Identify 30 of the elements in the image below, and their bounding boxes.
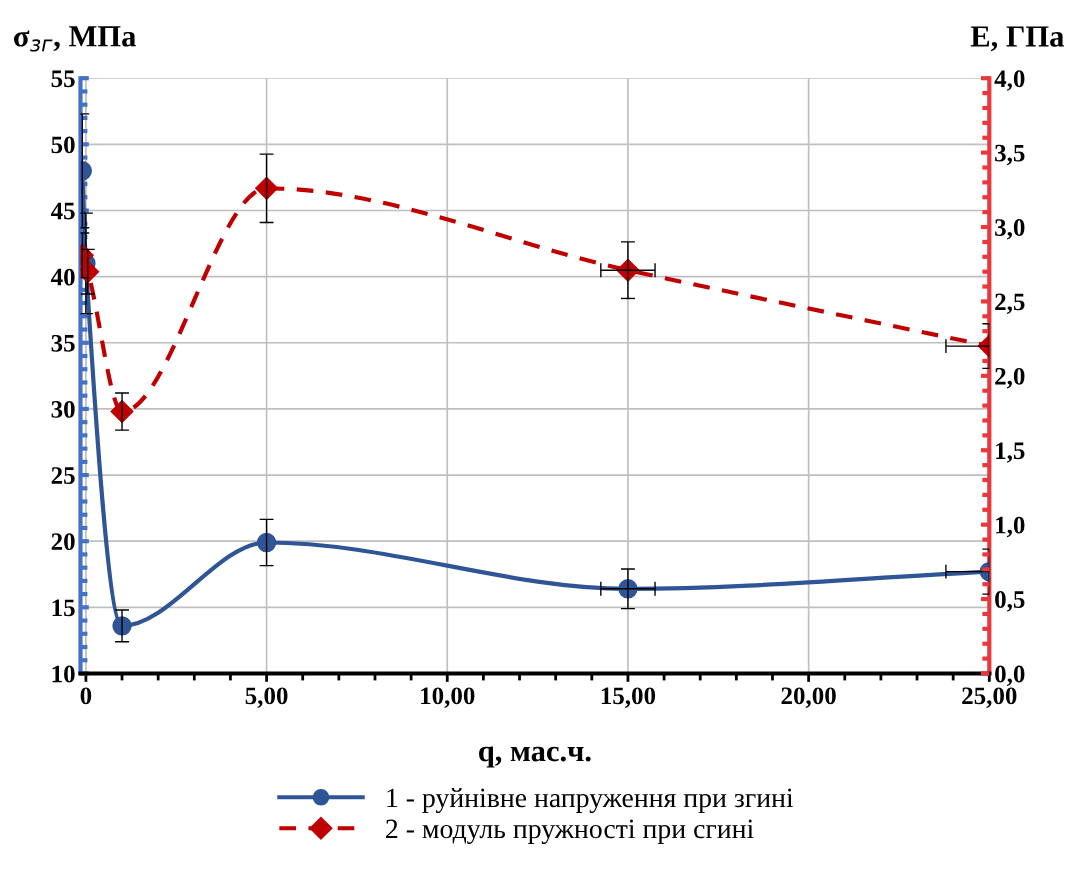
- y2-axis-title: E, ГПа: [970, 26, 1064, 52]
- y-tick-label: 10: [52, 665, 75, 683]
- x-tick-label: 25,00: [962, 687, 1017, 708]
- y-tick-label: 25: [51, 467, 75, 484]
- y-tick-label: 45: [50, 202, 75, 220]
- x-tick-label: 5,00: [245, 687, 288, 708]
- y2-tick-label: 0,0: [995, 665, 1025, 687]
- y2-tick-label: 3,0: [995, 219, 1025, 240]
- y-axis-title: σ$_{зг}$, МПа: [14, 26, 136, 52]
- y-tick-label: 40: [50, 268, 75, 286]
- legend-label: 1 - руйнівне напруження при згині: [387, 788, 794, 814]
- x-tick-label: 0: [80, 687, 92, 705]
- y-tick-label: 20: [51, 533, 75, 551]
- y2-tick-label: 4,0: [994, 70, 1025, 91]
- legend-label: 2 - модуль пружності при сгині: [386, 819, 754, 844]
- y2-tick-label: 2,0: [995, 367, 1025, 389]
- x-tick-label: 15,00: [601, 687, 656, 708]
- y2-tick-label: 1,5: [996, 442, 1025, 463]
- y2-tick-label: 3,5: [995, 144, 1025, 166]
- y-tick-label: 50: [51, 136, 75, 154]
- y-tick-label: 55: [51, 70, 75, 88]
- x-axis-title: q, мас.ч.: [479, 746, 591, 768]
- x-tick-label: 20,00: [781, 687, 836, 708]
- y-tick-label: 35: [51, 334, 75, 352]
- y2-tick-label: 2,5: [995, 293, 1025, 314]
- y-tick-label: 30: [51, 400, 75, 418]
- x-tick-label: 10,00: [421, 687, 475, 708]
- y2-tick-label: 0,5: [995, 591, 1025, 612]
- y-tick-label: 15: [52, 599, 75, 617]
- y2-tick-label: 1,0: [996, 516, 1025, 538]
